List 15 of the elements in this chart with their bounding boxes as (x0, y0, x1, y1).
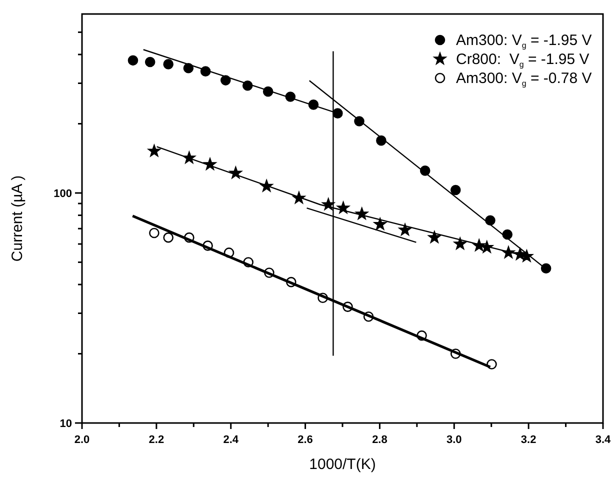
x-tick-label: 3.0 (446, 434, 462, 446)
y-tick-label: 10 (60, 418, 72, 430)
x-tick-label: 2.6 (298, 434, 313, 446)
y-tick-label: 100 (54, 188, 72, 200)
x-tick-label: 2.4 (223, 434, 240, 446)
y-axis-title: Current (µA ) (9, 175, 26, 262)
x-tick-label: 3.2 (520, 434, 536, 446)
x-tick-label: 2.2 (148, 434, 164, 446)
x-axis-title: 1000/T(K) (309, 456, 376, 473)
x-tick-label: 3.4 (595, 434, 612, 446)
x-tick-label: 2.8 (372, 434, 388, 446)
legend-label: Cr800: V$_{g}$ = -1.95 V (456, 51, 590, 70)
legend-label: Am300: V$_{g}$ = -1.95 V (456, 32, 592, 50)
x-tick-label: 2.0 (74, 434, 90, 446)
legend-label: Am300: V$_{g}$ = -0.78 V (456, 70, 592, 88)
